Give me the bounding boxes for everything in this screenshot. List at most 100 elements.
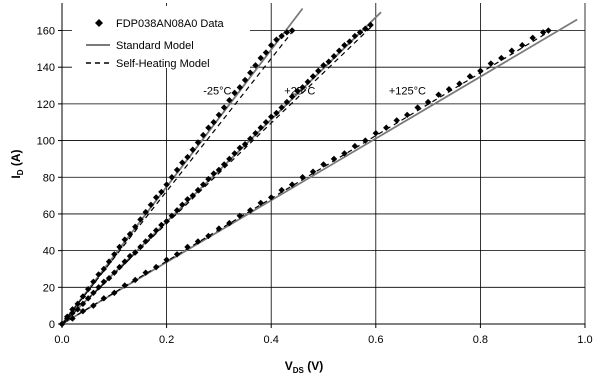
data-point xyxy=(194,186,202,194)
data-point xyxy=(435,91,442,98)
data-point xyxy=(163,256,170,263)
data-point xyxy=(356,29,364,36)
data-point xyxy=(273,36,280,43)
data-point xyxy=(236,144,244,152)
data-point xyxy=(299,174,306,181)
data-point xyxy=(220,161,228,168)
y-tick-label: 20 xyxy=(43,282,55,294)
data-point xyxy=(288,181,296,188)
data-points xyxy=(58,21,552,328)
data-point xyxy=(194,238,202,245)
data-point xyxy=(173,166,181,174)
y-tick-labels: 0 20 40 60 80 100 120 140 160 xyxy=(37,26,55,331)
data-point xyxy=(179,201,186,208)
data-point xyxy=(257,124,264,131)
data-point xyxy=(168,174,176,181)
data-point xyxy=(330,155,338,163)
data-point xyxy=(184,153,191,161)
data-point xyxy=(309,73,317,80)
legend-label-standard: Standard Model xyxy=(116,40,194,52)
data-point xyxy=(330,52,338,60)
data-point xyxy=(90,302,97,309)
temperature-annotation: +125°C xyxy=(389,86,426,98)
data-point xyxy=(90,289,97,297)
data-point xyxy=(346,38,353,45)
x-tick-label: 0.4 xyxy=(264,334,279,346)
x-axis-title-main: V xyxy=(285,359,293,373)
data-point xyxy=(351,32,359,40)
data-point xyxy=(126,252,134,260)
data-point xyxy=(142,238,149,245)
data-point xyxy=(173,207,181,214)
y-axis-title: ID (A) xyxy=(9,149,25,178)
data-point xyxy=(341,150,348,157)
legend: FDP038AN08A0 Data Standard Model Self-He… xyxy=(72,6,250,70)
y-tick-label: 100 xyxy=(37,136,55,148)
data-point xyxy=(252,62,259,69)
data-point xyxy=(158,188,165,196)
data-point xyxy=(147,232,155,240)
data-point xyxy=(137,243,144,251)
legend-label-self-heating: Self-Heating Model xyxy=(116,58,210,70)
data-point xyxy=(74,300,81,308)
data-point xyxy=(299,84,306,91)
y-tick-label: 160 xyxy=(37,26,55,38)
data-point xyxy=(100,265,108,273)
annotations: -25°C +25°C +125°C xyxy=(203,86,426,98)
data-point xyxy=(226,155,233,163)
data-point xyxy=(362,25,369,32)
data-point xyxy=(121,236,128,243)
data-point xyxy=(403,111,411,119)
data-point xyxy=(210,170,217,177)
data-point xyxy=(84,285,92,293)
data-point xyxy=(335,47,343,54)
data-point xyxy=(116,243,123,251)
standard-model-line xyxy=(61,7,304,325)
data-point xyxy=(200,181,207,188)
data-point xyxy=(487,60,495,67)
data-point xyxy=(320,161,327,168)
data-point xyxy=(111,269,118,276)
data-point xyxy=(325,58,332,65)
x-tick-labels: 0.0 0.2 0.4 0.6 0.8 1.0 xyxy=(54,334,592,346)
data-point xyxy=(126,230,134,238)
data-point xyxy=(236,84,244,91)
data-point xyxy=(466,73,474,80)
data-point xyxy=(105,258,113,265)
x-tick-label: 1.0 xyxy=(577,334,592,346)
data-point xyxy=(309,168,317,175)
data-point xyxy=(288,93,296,100)
y-tick-label: 140 xyxy=(37,62,55,74)
data-point xyxy=(79,307,87,315)
data-point xyxy=(283,29,291,36)
data-point xyxy=(445,86,453,93)
y-axis-title-unit: (A) xyxy=(9,149,23,169)
data-point xyxy=(100,295,108,302)
x-axis-title-unit: (V) xyxy=(304,359,323,373)
data-point xyxy=(257,54,264,62)
data-point xyxy=(262,49,270,56)
data-point xyxy=(173,251,181,258)
data-point xyxy=(152,227,160,234)
data-point xyxy=(64,315,71,322)
x-tick-label: 0.2 xyxy=(159,334,174,346)
data-point xyxy=(121,282,128,289)
data-point xyxy=(498,54,505,62)
data-point xyxy=(273,109,280,117)
data-point xyxy=(231,150,238,157)
data-point xyxy=(69,309,76,317)
legend-item-self-heating: Self-Heating Model xyxy=(86,58,210,70)
data-point xyxy=(95,284,102,291)
data-point xyxy=(184,196,191,203)
y-axis-title-main: I xyxy=(9,175,23,178)
legend-item-data: FDP038AN08A0 Data xyxy=(95,18,224,30)
data-point xyxy=(424,98,432,106)
data-point xyxy=(205,175,212,183)
y-axis-title-sub: D xyxy=(16,169,25,175)
data-point xyxy=(194,139,202,146)
y-tick-label: 40 xyxy=(43,246,55,258)
data-point xyxy=(393,117,400,124)
data-point xyxy=(69,315,76,322)
data-point xyxy=(121,258,128,265)
temperature-annotation: +25°C xyxy=(284,86,315,98)
